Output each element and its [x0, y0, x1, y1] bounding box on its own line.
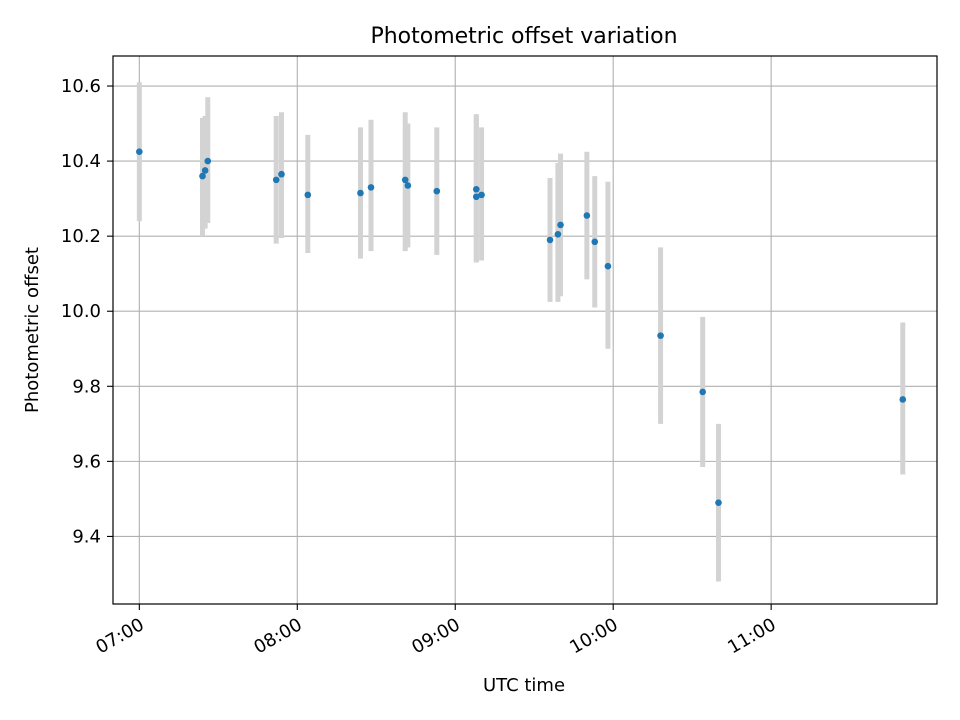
y-ticks: 9.4 9.6 9.8 10.0 10.2 10.4 10.6 [61, 76, 113, 547]
y-tick-label: 9.4 [72, 526, 101, 547]
data-point [357, 189, 364, 197]
grid [113, 56, 937, 604]
x-axis-label: UTC time [483, 675, 565, 696]
x-tick-label: 07:00 [92, 614, 147, 658]
y-tick-label: 9.8 [72, 376, 101, 397]
x-tick-label: 10:00 [566, 614, 621, 658]
x-tick-label: 09:00 [408, 614, 463, 658]
data-point [899, 396, 907, 403]
data-point [591, 238, 599, 246]
plot-frame [112, 55, 938, 605]
data-point [136, 148, 143, 156]
data-point [657, 332, 664, 339]
x-ticks: 07:00 08:00 09:00 10:00 11:00 [92, 604, 780, 658]
data-point [557, 221, 564, 229]
data-point [401, 176, 409, 184]
data-point [201, 167, 209, 174]
data-point [699, 388, 706, 396]
data-point [404, 182, 412, 189]
data-point [554, 230, 562, 238]
data-point [272, 176, 280, 184]
x-tick-label: 08:00 [250, 614, 305, 658]
y-tick-label: 10.2 [61, 226, 101, 247]
data-point [472, 193, 480, 201]
data-point [472, 185, 480, 193]
y-tick-label: 9.6 [72, 451, 101, 472]
y-tick-label: 10.4 [61, 151, 101, 172]
data-point [478, 191, 485, 199]
data-points [136, 148, 907, 506]
data-point [304, 191, 312, 199]
data-point [367, 184, 375, 191]
y-tick-label: 10.0 [61, 301, 101, 322]
data-point [433, 187, 441, 195]
data-point [546, 236, 554, 244]
y-tick-label: 10.6 [61, 76, 101, 97]
data-point [583, 212, 591, 219]
data-point [278, 170, 285, 178]
chart-title: Photometric offset variation [370, 24, 677, 49]
y-axis-label: Photometric offset [22, 247, 43, 413]
data-point [604, 262, 612, 270]
data-point [715, 499, 722, 506]
data-point [204, 157, 212, 165]
x-tick-label: 11:00 [724, 614, 779, 658]
data-point [199, 172, 206, 180]
errorbars [136, 82, 906, 582]
